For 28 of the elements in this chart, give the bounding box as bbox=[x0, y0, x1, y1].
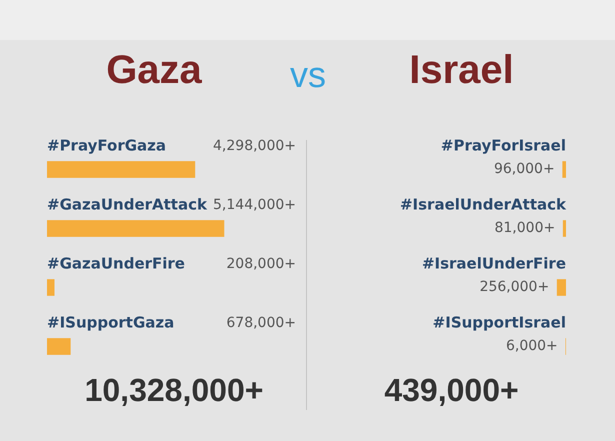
data-label: 4,298,000+ bbox=[213, 138, 296, 154]
data-label: 81,000+ bbox=[494, 220, 556, 236]
chart-title: Gaza bbox=[106, 48, 202, 92]
bar bbox=[556, 279, 566, 296]
category-label: #IsraelUnderFire bbox=[422, 254, 566, 272]
data-label: 6,000+ bbox=[506, 338, 558, 354]
category-label: #IsraelUnderAttack bbox=[400, 195, 566, 214]
bar bbox=[47, 279, 54, 296]
bar bbox=[562, 220, 566, 237]
data-label: 208,000+ bbox=[226, 256, 296, 272]
category-label: #PrayForGaza bbox=[47, 136, 166, 154]
text: 10,328,000+ bbox=[84, 372, 264, 409]
data-label: 96,000+ bbox=[494, 161, 555, 178]
category-label: #PrayForIsrael bbox=[440, 136, 566, 154]
category-label: #GazaUnderFire bbox=[47, 254, 185, 272]
data-label: 678,000+ bbox=[226, 315, 296, 332]
category-label: #ISupportGaza bbox=[47, 313, 174, 332]
text: vs bbox=[289, 54, 327, 96]
data-label: 5,144,000+ bbox=[213, 197, 296, 214]
bar bbox=[47, 220, 224, 237]
bar bbox=[47, 161, 196, 178]
chart-title: Israel bbox=[409, 48, 514, 92]
text: 439,000+ bbox=[383, 372, 520, 409]
data-label: 256,000+ bbox=[480, 279, 550, 296]
bar bbox=[562, 161, 566, 178]
category-label: #ISupportIsrael bbox=[432, 313, 566, 332]
bar bbox=[47, 338, 71, 355]
category-label: #GazaUnderAttack bbox=[47, 195, 207, 214]
